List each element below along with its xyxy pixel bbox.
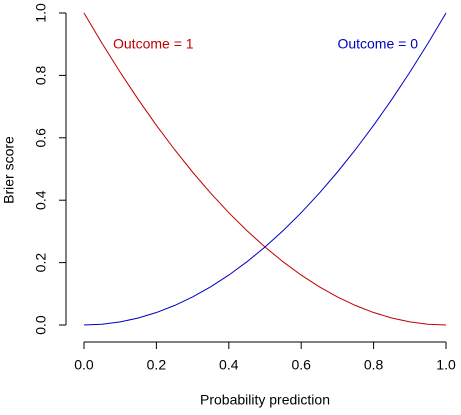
x-axis-title: Probability prediction <box>200 392 330 408</box>
x-tick-label: 0.6 <box>291 357 311 373</box>
series-label: Outcome = 0 <box>337 36 418 52</box>
y-tick-label: 0.2 <box>33 253 49 273</box>
y-tick-label: 0.8 <box>33 65 49 85</box>
x-tick-label: 0.4 <box>219 357 239 373</box>
x-tick-label: 0.8 <box>364 357 384 373</box>
y-axis-title: Brier score <box>1 136 17 204</box>
y-tick-label: 1.0 <box>33 3 49 23</box>
x-tick-label: 1.0 <box>436 357 456 373</box>
y-tick-label: 0.6 <box>33 128 49 148</box>
x-tick-label: 0.0 <box>74 357 94 373</box>
y-tick-label: 0.4 <box>33 190 49 210</box>
y-tick-label: 0.0 <box>33 315 49 335</box>
x-tick-label: 0.2 <box>147 357 167 373</box>
series-line <box>83 12 447 326</box>
series-label: Outcome = 1 <box>113 36 194 52</box>
series-line <box>83 12 447 326</box>
